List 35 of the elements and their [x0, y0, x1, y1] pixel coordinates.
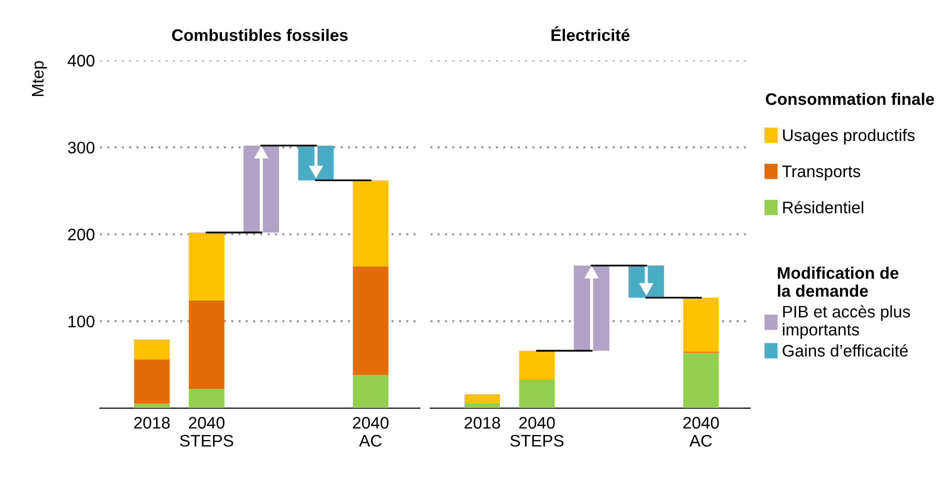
y-tick-label: 300	[68, 142, 94, 154]
chart-title: Combustibles fossiles	[172, 28, 348, 42]
bar	[683, 352, 719, 408]
x-tick-label: 2018	[464, 416, 500, 429]
bar	[519, 379, 555, 408]
legend-label: Gains d’efficacité	[782, 344, 908, 357]
y-tick-label: 400	[68, 54, 94, 67]
bar	[134, 339, 170, 360]
y-axis-title: Mtep	[32, 61, 47, 96]
bar	[188, 389, 224, 408]
x-tick-label: 2040 STEPS	[510, 416, 564, 447]
y-tick-label: 100	[68, 316, 94, 328]
bar	[352, 180, 388, 266]
x-tick-label: 2040 AC	[683, 416, 719, 447]
bar	[188, 232, 224, 300]
bar	[188, 300, 224, 390]
x-tick-label: 2040 STEPS	[180, 416, 234, 447]
x-tick-label: 2040 AC	[352, 416, 389, 447]
legend-label: Résidentiel	[783, 200, 864, 214]
legend-title: Consommation finale	[766, 92, 934, 106]
bar	[464, 394, 500, 403]
chart-title: Électricité	[552, 26, 630, 42]
bar	[134, 404, 170, 408]
x-tick-label: 2018	[134, 416, 170, 429]
legend-label: Transports	[782, 166, 860, 181]
bar	[352, 266, 388, 376]
text: Modification de la demande	[778, 266, 898, 297]
y-tick-label: 200	[68, 228, 94, 240]
bar	[134, 359, 170, 404]
bar	[464, 402, 500, 408]
bar	[519, 350, 555, 380]
bar	[683, 298, 719, 352]
legend-label: PIB et accès plus importants	[782, 305, 910, 339]
bar	[352, 375, 388, 408]
legend-label: Usages productifs	[783, 128, 915, 144]
